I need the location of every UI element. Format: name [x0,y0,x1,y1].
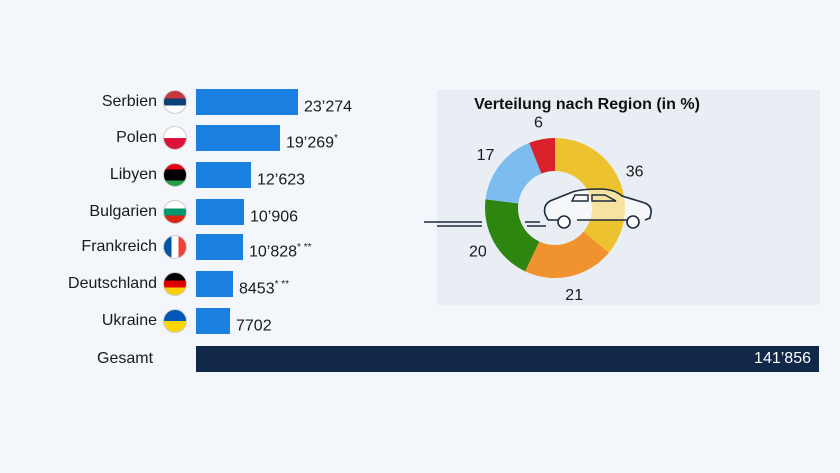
slice-label: 6 [534,115,543,132]
poland-flag-icon [163,126,187,150]
footnote-mark: * ** [274,279,290,290]
donut-slice [485,199,540,272]
category-label: Deutschland [68,275,157,292]
footnote-mark: * ** [297,242,312,253]
bar-row: Ukraine 7702 [0,308,840,334]
value-label: 12’623 [257,171,306,189]
bar [196,125,280,151]
category-label: Libyen [109,166,157,183]
car-icon [424,188,652,229]
bar [196,199,244,225]
value-label: 10’906 [250,208,299,226]
value-label: 19’269* [286,133,338,152]
value-label: 23’274 [304,98,353,116]
france-flag-icon [163,235,187,259]
slice-label: 17 [477,147,495,164]
ukraine-flag-icon [163,309,187,333]
category-label: Bulgarien [89,203,157,220]
slice-label: 21 [565,287,583,304]
serbia-flag-icon [163,90,187,114]
value-label: 8453* ** [239,279,290,298]
value-label: 10’828* ** [249,242,312,261]
total-label: Gesamt [97,350,154,367]
bulgaria-flag-icon [163,200,187,224]
donut-slice [485,142,542,204]
bar [196,308,230,334]
value-label: 7702 [236,317,272,335]
bar-row: Deutschland 8453* ** [0,271,840,297]
bar-row: Polen 19’269* [0,125,840,151]
bar-row: Frankreich 10’828* ** [0,234,840,260]
total-value: 141’856 [754,350,811,367]
category-label: Polen [116,129,157,146]
bar [196,162,251,188]
slice-label: 36 [626,164,644,181]
total-bar: 141’856 [196,346,819,372]
bar-row: Libyen 12’623 [0,162,840,188]
germany-flag-icon [163,272,187,296]
bar [196,89,298,115]
bar [196,271,233,297]
donut-title: Verteilung nach Region (in %) [474,96,700,113]
bar-row: Serbien 23’274 [0,89,840,115]
libya-flag-icon [163,163,187,187]
footnote-mark: * [334,133,338,144]
donut-slice [525,231,609,278]
category-label: Frankreich [81,238,157,255]
slice-label: 20 [469,243,487,260]
category-label: Serbien [101,93,157,110]
bar [196,234,243,260]
donut-slice [529,138,555,174]
category-label: Ukraine [101,312,157,329]
bar-row: Bulgarien 10’906 [0,199,840,225]
